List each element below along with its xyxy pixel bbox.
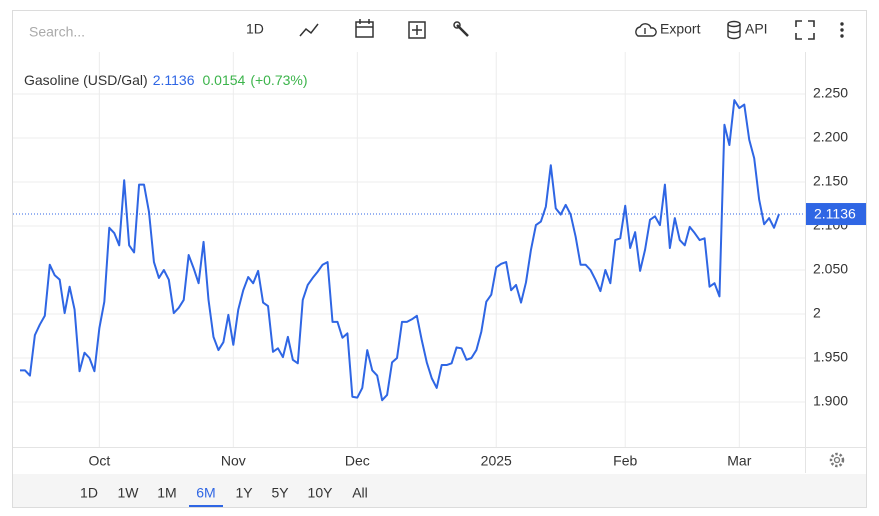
add-icon[interactable] bbox=[408, 21, 426, 39]
x-tick-label: Feb bbox=[613, 453, 637, 469]
y-tick-label: 1.950 bbox=[813, 349, 848, 365]
range-button[interactable]: 5Y bbox=[271, 485, 289, 501]
range-button[interactable]: 1M bbox=[157, 485, 176, 501]
api-label[interactable]: API bbox=[745, 21, 768, 37]
last-price-tag bbox=[806, 203, 866, 226]
range-button[interactable]: 1D bbox=[80, 485, 98, 501]
calendar-icon[interactable] bbox=[355, 19, 374, 38]
y-tick-label: 1.900 bbox=[813, 393, 848, 409]
chart-type-icon[interactable] bbox=[299, 23, 319, 37]
range-bar bbox=[13, 474, 866, 507]
range-button[interactable]: 6M bbox=[196, 485, 215, 501]
legend: Gasoline (USD/Gal) 2.1136 0.0154 (+0.73%) bbox=[24, 72, 308, 88]
legend-name: Gasoline (USD/Gal) bbox=[24, 72, 148, 88]
range-button[interactable]: 1W bbox=[118, 485, 140, 501]
x-tick-label: Nov bbox=[221, 453, 246, 469]
settings-tool-icon[interactable] bbox=[453, 21, 469, 37]
legend-value: 2.1136 bbox=[153, 72, 195, 88]
export-label[interactable]: Export bbox=[660, 21, 701, 37]
frame bbox=[12, 10, 867, 508]
y-tick-label: 2 bbox=[813, 305, 821, 321]
more-menu[interactable] bbox=[840, 22, 844, 38]
y-tick-label: 2.150 bbox=[813, 173, 848, 189]
range-button[interactable]: 1Y bbox=[235, 485, 253, 501]
export-button[interactable]: Export bbox=[635, 21, 701, 37]
search-box[interactable]: Search... bbox=[29, 24, 85, 40]
price-line bbox=[20, 99, 780, 402]
gear-icon[interactable] bbox=[829, 452, 845, 468]
legend-change: 0.0154 bbox=[202, 72, 245, 88]
plot-area: 1.9001.95022.0502.1002.1502.2002.250OctN… bbox=[13, 52, 866, 469]
range-button[interactable]: 10Y bbox=[308, 485, 334, 501]
api-button[interactable]: API bbox=[727, 21, 768, 40]
range-button[interactable]: All bbox=[352, 485, 368, 501]
x-tick-label: Mar bbox=[727, 453, 751, 469]
last-price-label: 2.1136 bbox=[814, 206, 856, 222]
legend-change-pct: (+0.73%) bbox=[250, 72, 307, 88]
x-tick-label: Oct bbox=[88, 453, 110, 469]
y-tick-label: 2.050 bbox=[813, 261, 848, 277]
y-tick-label: 2.200 bbox=[813, 129, 848, 145]
fullscreen-icon[interactable] bbox=[795, 20, 815, 40]
x-tick-label: Dec bbox=[345, 453, 370, 469]
range-buttons: 1D 1W 1M 6M 1Y 5Y 10Y All bbox=[80, 485, 368, 507]
interval-button[interactable]: 1D bbox=[246, 21, 264, 37]
y-tick-label: 2.250 bbox=[813, 85, 848, 101]
x-tick-label: 2025 bbox=[481, 453, 512, 469]
